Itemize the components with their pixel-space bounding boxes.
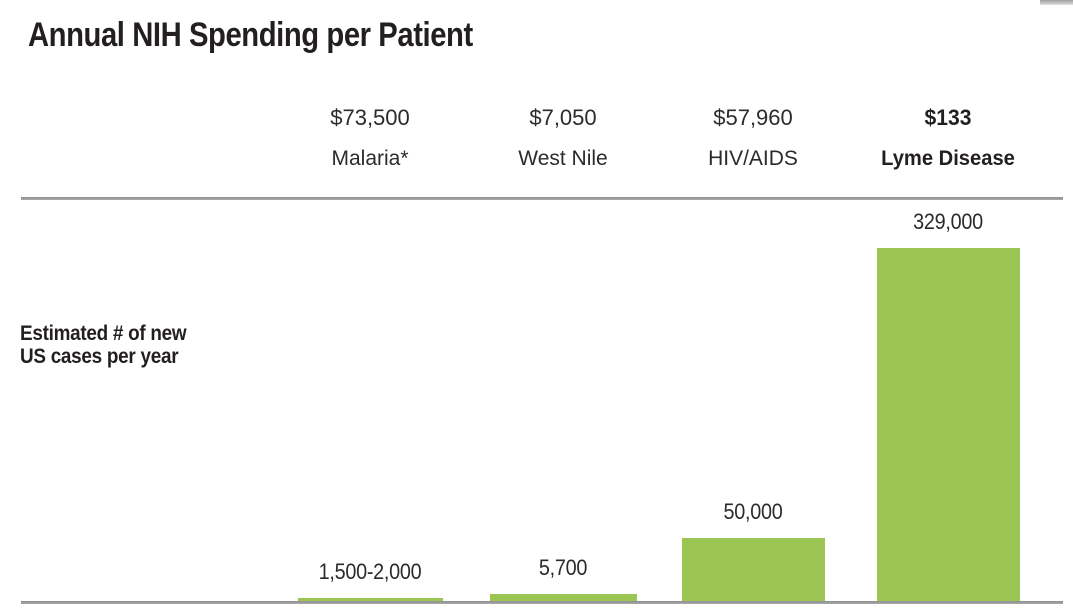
bar-value-lyme-disease: 329,000 — [913, 209, 983, 234]
category-label-hiv-aids: HIV/AIDS — [708, 147, 798, 170]
category-label-lyme-disease: Lyme Disease — [881, 147, 1015, 170]
y-axis-label: Estimated # of new US cases per year — [20, 322, 187, 368]
spending-value-west-nile: $7,050 — [529, 105, 597, 130]
bar-value-hiv-aids: 50,000 — [723, 499, 783, 524]
category-label-west-nile: West Nile — [518, 147, 608, 170]
bar-value-malaria: 1,500-2,000 — [318, 559, 422, 584]
spending-value-hiv-aids: $57,960 — [713, 105, 793, 130]
y-axis-label-line1: Estimated # of new — [20, 322, 187, 345]
category-label-malaria: Malaria* — [331, 147, 409, 170]
screenshot-edge-artifact — [1040, 0, 1073, 5]
bar-lyme-disease — [877, 248, 1020, 601]
column-header-malaria: $73,500 Malaria* — [260, 105, 480, 171]
chart-title: Annual NIH Spending per Patient — [28, 16, 473, 54]
bar-west-nile — [490, 594, 637, 601]
header-divider-line — [21, 197, 1063, 200]
spending-value-lyme-disease: $133 — [924, 105, 972, 130]
spending-value-malaria: $73,500 — [330, 105, 410, 130]
bar-value-west-nile: 5,700 — [538, 555, 588, 580]
column-header-hiv-aids: $57,960 HIV/AIDS — [643, 105, 863, 171]
bar-malaria — [298, 598, 443, 601]
y-axis-label-line2: US cases per year — [20, 345, 179, 368]
baseline-axis-line — [21, 601, 1063, 604]
column-header-west-nile: $7,050 West Nile — [453, 105, 673, 171]
column-header-lyme-disease: $133 Lyme Disease — [838, 105, 1058, 171]
bar-hiv-aids — [682, 538, 825, 601]
